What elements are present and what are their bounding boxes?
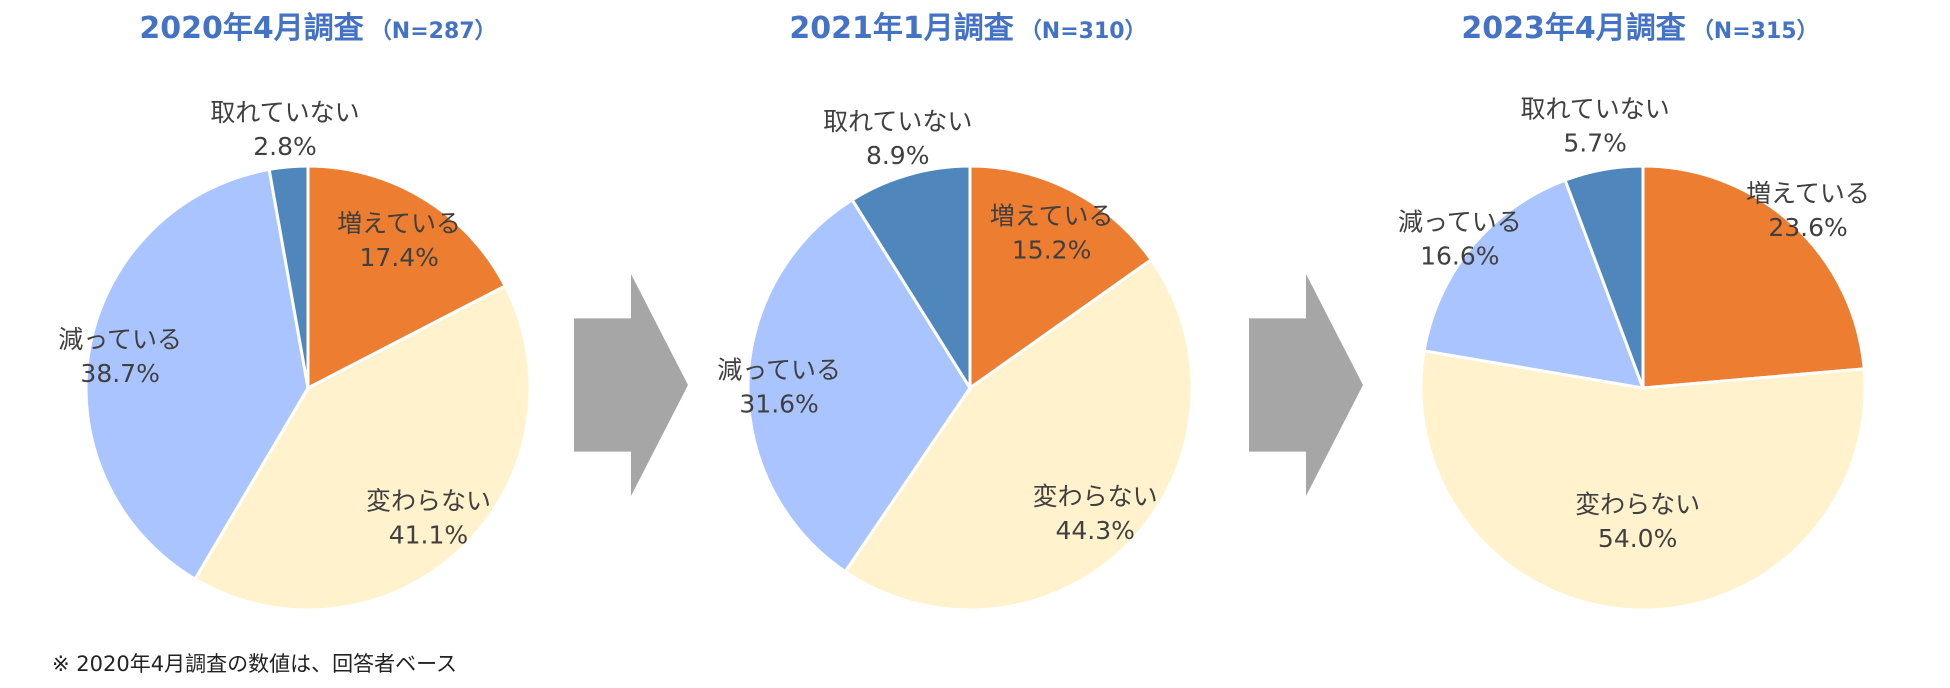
slice-category: 減っている <box>717 355 841 384</box>
footnote: ※ 2020年4月調査の数値は、回答者ベース <box>52 652 458 676</box>
pie-slice <box>267 164 310 389</box>
slice-label: 変わらない 44.3% <box>1033 482 1158 545</box>
slice-value: 38.7% <box>80 359 159 388</box>
pie-slice <box>1641 164 1866 390</box>
pie-slice <box>746 197 972 574</box>
chart-title-year: 2020年4月調査 <box>139 11 363 46</box>
pie-slice <box>84 167 310 582</box>
slice-category: 増えている <box>1746 179 1870 208</box>
slice-value: 44.3% <box>1055 516 1134 545</box>
chart-title: 2021年1月調査 （N=310） <box>789 11 1146 46</box>
slice-label: 増えている 15.2% <box>990 201 1114 264</box>
slice-value: 15.2% <box>1012 235 1091 264</box>
slice-label: 取れていない 8.9% <box>823 107 972 170</box>
slice-label: 変わらない 54.0% <box>1575 490 1700 553</box>
slice-value: 17.4% <box>359 243 438 272</box>
slice-value: 16.6% <box>1420 242 1499 271</box>
slice-value: 5.7% <box>1563 129 1627 158</box>
chart-title-n: （N=287） <box>370 19 497 44</box>
slice-value: 23.6% <box>1768 213 1847 242</box>
slice-label: 減っている 38.7% <box>58 325 182 388</box>
slice-value: 31.6% <box>739 389 818 418</box>
slice-category: 変わらない <box>366 486 491 515</box>
slice-label: 増えている 23.6% <box>1746 179 1870 242</box>
pie-chart-3: 2023年4月調査 （N=315） 増えている 23.6% 変わらない 54.0% 減ってい… <box>1398 11 1870 612</box>
chart-title-n: （N=315） <box>1692 19 1819 44</box>
chart-title-year: 2023年4月調査 <box>1461 11 1685 46</box>
slice-label: 減っている 16.6% <box>1398 208 1522 271</box>
slice-category: 取れていない <box>210 98 359 127</box>
transition-arrow <box>1249 274 1363 496</box>
pie-slice <box>1563 164 1645 389</box>
slice-category: 取れていない <box>823 107 972 136</box>
slice-category: 増えている <box>337 209 461 238</box>
slice-value: 2.8% <box>253 132 317 161</box>
slice-category: 変わらない <box>1575 490 1700 519</box>
pie-chart-2: 2021年1月調査 （N=310） 増えている 15.2% 変わらない 44.3% 減ってい… <box>717 11 1194 612</box>
pie-slice <box>843 257 1194 612</box>
chart-title-n: （N=310） <box>1020 19 1147 44</box>
slice-label: 減っている 31.6% <box>717 355 841 418</box>
pie-slice <box>306 164 508 391</box>
slice-category: 取れていない <box>1520 95 1669 124</box>
pie-slice <box>850 164 972 394</box>
slice-value: 8.9% <box>866 141 930 170</box>
slice-category: 増えている <box>990 201 1114 230</box>
chart-title: 2020年4月調査 （N=287） <box>139 11 496 46</box>
slice-value: 41.1% <box>389 520 468 549</box>
pie-slice <box>1419 349 1867 612</box>
pie-chart-1: 2020年4月調査 （N=287） 増えている 17.4% 変わらない 41.1% 減ってい… <box>58 11 532 612</box>
slice-category: 変わらない <box>1033 482 1158 511</box>
pie-slice <box>1422 178 1646 390</box>
pie-slice <box>192 283 532 612</box>
slice-category: 減っている <box>1398 208 1522 237</box>
transition-arrow <box>574 274 688 496</box>
slice-category: 減っている <box>58 325 182 354</box>
slice-label: 変わらない 41.1% <box>366 486 491 549</box>
pie-slice <box>968 164 1154 391</box>
slice-label: 取れていない 2.8% <box>210 98 359 161</box>
slice-value: 54.0% <box>1598 524 1677 553</box>
slice-label: 増えている 17.4% <box>337 209 461 272</box>
slice-label: 取れていない 5.7% <box>1520 95 1669 158</box>
chart-title: 2023年4月調査 （N=315） <box>1461 11 1818 46</box>
chart-title-year: 2021年1月調査 <box>789 11 1013 46</box>
